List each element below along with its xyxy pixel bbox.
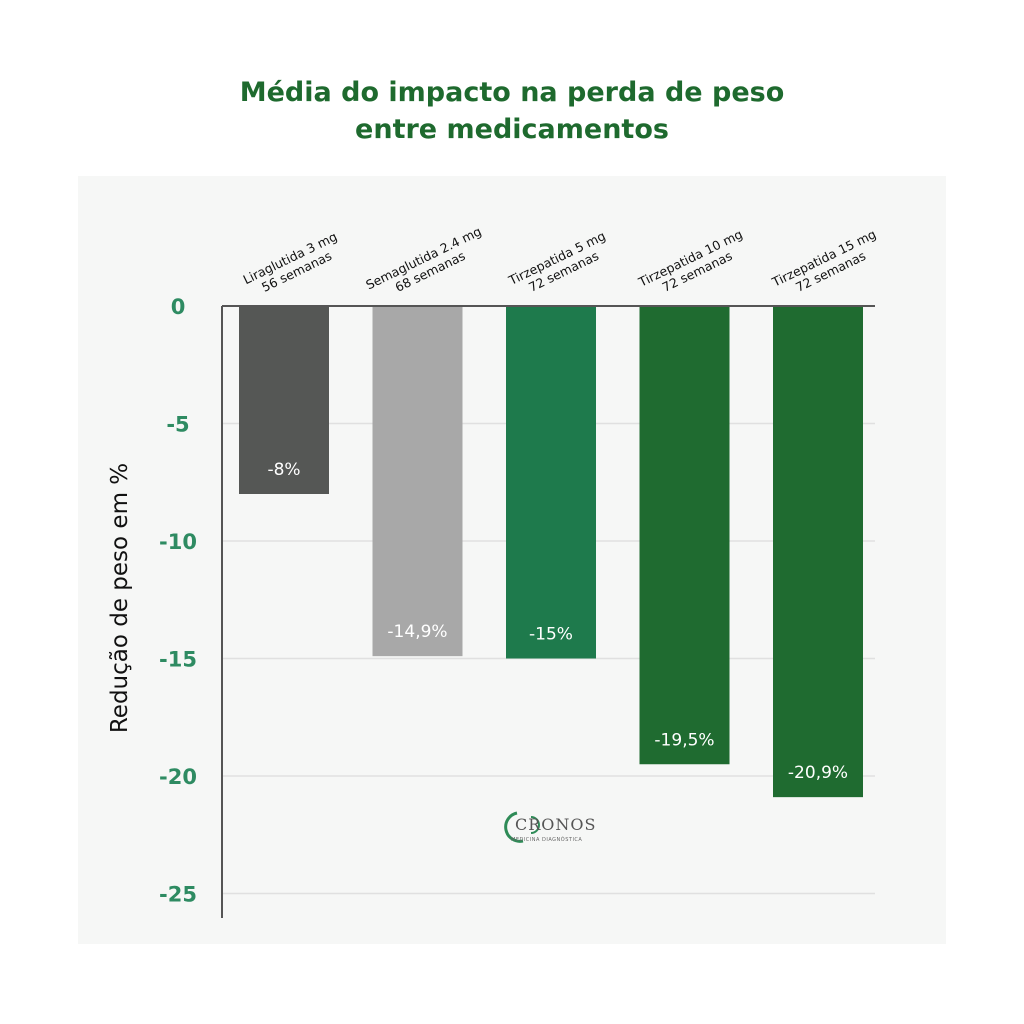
logo-wordmark: CRONOS — [515, 815, 597, 834]
chart-title-line-2: entre medicamentos — [355, 114, 669, 145]
bar — [239, 306, 329, 494]
chart-title-line-1: Média do impacto na perda de peso — [239, 77, 785, 108]
y-tick-label: -20 — [159, 765, 197, 789]
bar — [773, 306, 863, 798]
bar — [639, 306, 730, 765]
logo-subtitle: MEDICINA DIAGNÓSTICA — [511, 837, 583, 843]
bar-value-label: -14,9% — [387, 622, 447, 642]
bar-value-label: -8% — [267, 460, 300, 480]
bar-value-label: -15% — [529, 625, 573, 645]
bar — [506, 306, 596, 659]
y-tick-label: -10 — [159, 530, 197, 554]
chart-title: Média do impacto na perda de peso entre … — [0, 74, 1024, 148]
y-tick-label: -5 — [166, 413, 189, 437]
y-axis-label: Redução de peso em % — [107, 462, 133, 734]
bar-value-label: -19,5% — [654, 730, 714, 750]
y-tick-label: -15 — [159, 648, 197, 672]
bar — [372, 306, 463, 657]
cronos-logo: CRONOS MEDICINA DIAGNÓSTICA — [497, 803, 595, 849]
y-tick-label: 0 — [171, 295, 186, 319]
y-tick-label: -25 — [159, 883, 197, 907]
bar-value-label: -20,9% — [788, 763, 848, 783]
